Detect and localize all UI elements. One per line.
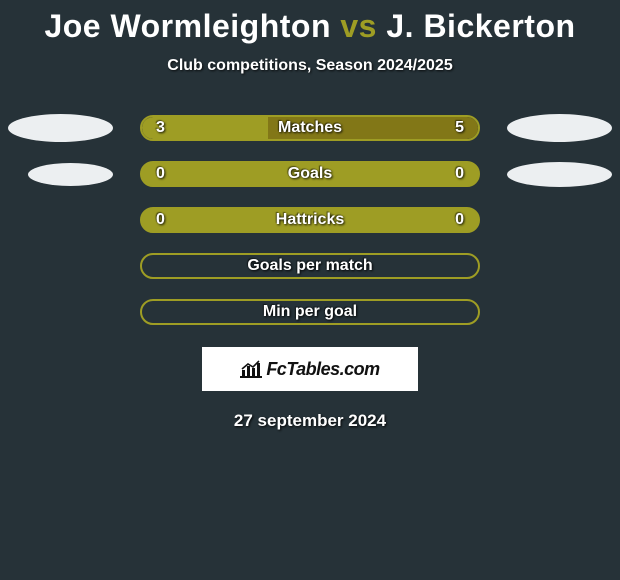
player2-avatar (507, 114, 612, 142)
stat-bar: Goals per match (140, 253, 480, 279)
logo-text: FcTables.com (266, 359, 379, 380)
stat-value-right: 5 (455, 119, 464, 137)
date-text: 27 september 2024 (0, 411, 620, 431)
player1-avatar (8, 114, 113, 142)
stat-value-left: 0 (156, 165, 165, 183)
stat-value-left: 0 (156, 211, 165, 229)
logo-chart-icon (240, 360, 262, 378)
stat-row: 0 0 Hattricks (0, 207, 620, 233)
player2-name: J. Bickerton (386, 8, 575, 44)
stat-rows: 3 5 Matches 0 0 Goals 0 0 Hattricks Goals per mat… (0, 115, 620, 325)
player1-avatar (28, 163, 113, 186)
stat-label: Goals per match (247, 257, 372, 275)
stat-value-right: 0 (455, 165, 464, 183)
stat-bar: 0 0 Hattricks (140, 207, 480, 233)
player1-name: Joe Wormleighton (44, 8, 331, 44)
stat-value-left: 3 (156, 119, 165, 137)
stat-label: Hattricks (276, 211, 344, 229)
player2-avatar (507, 162, 612, 187)
stat-row: 3 5 Matches (0, 115, 620, 141)
stat-label: Goals (288, 165, 332, 183)
vs-text: vs (340, 8, 377, 44)
stat-label: Matches (278, 119, 342, 137)
stat-value-right: 0 (455, 211, 464, 229)
comparison-title: Joe Wormleighton vs J. Bickerton (0, 8, 620, 45)
stat-bar: 3 5 Matches (140, 115, 480, 141)
stat-row: Goals per match (0, 253, 620, 279)
logo-box: FcTables.com (202, 347, 418, 391)
stat-bar: Min per goal (140, 299, 480, 325)
stat-row: 0 0 Goals (0, 161, 620, 187)
stat-bar: 0 0 Goals (140, 161, 480, 187)
stat-row: Min per goal (0, 299, 620, 325)
subtitle: Club competitions, Season 2024/2025 (0, 57, 620, 75)
stat-label: Min per goal (263, 303, 357, 321)
